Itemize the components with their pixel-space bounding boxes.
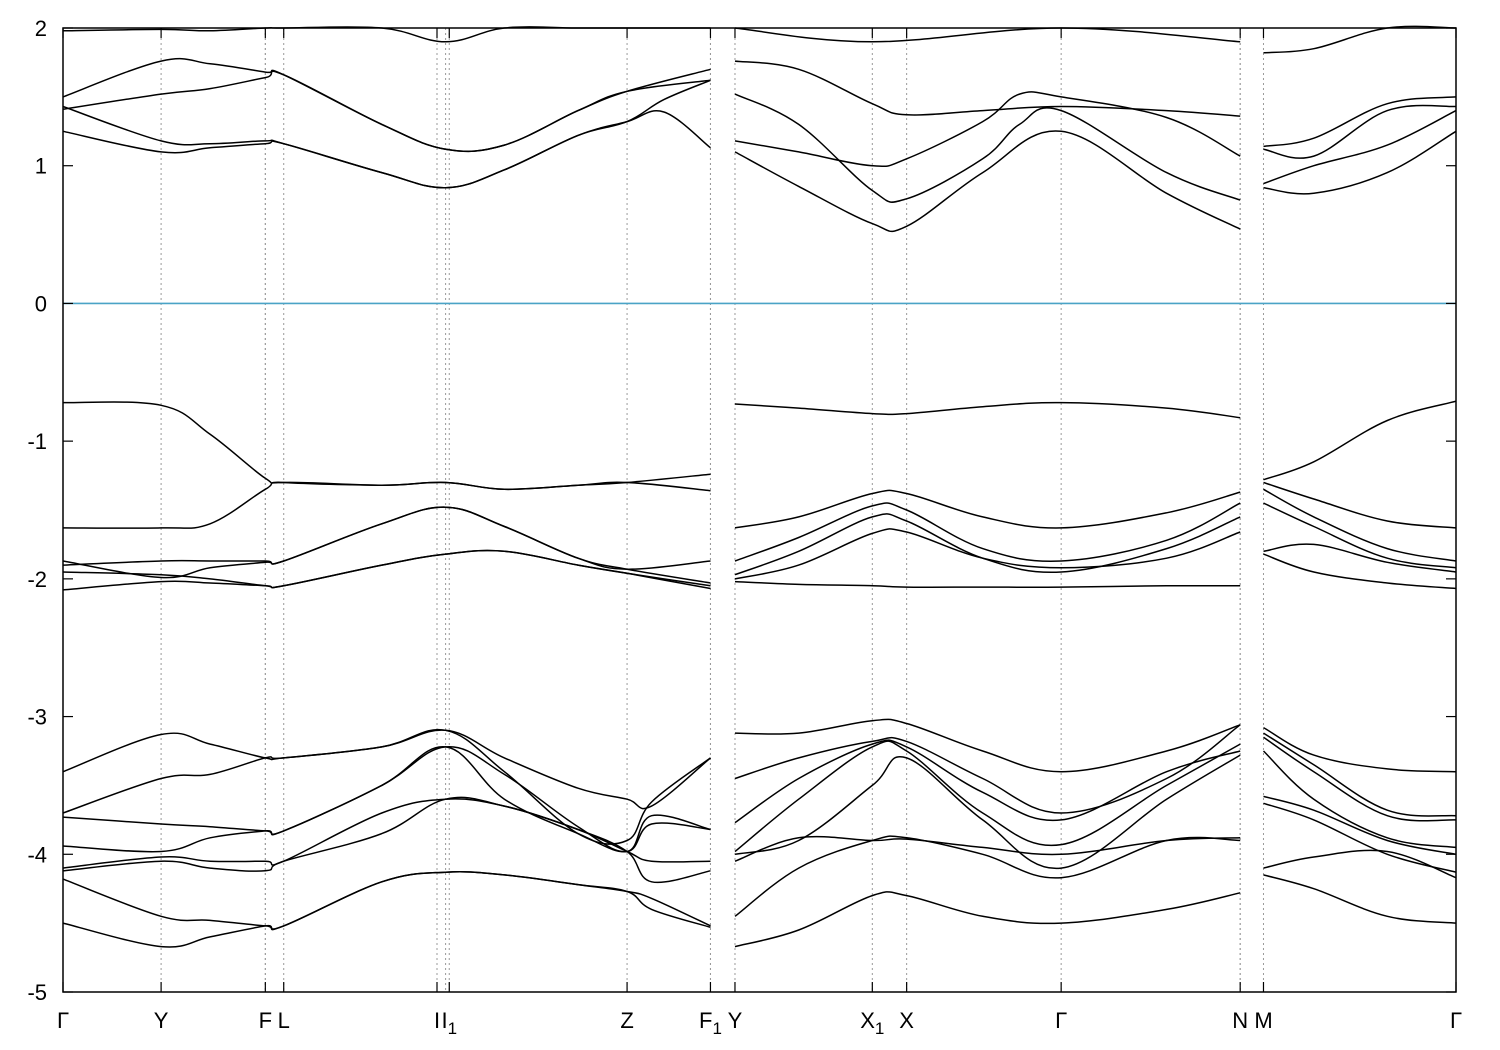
band-line [734, 718, 1241, 773]
band-line [62, 728, 711, 845]
band-line [734, 27, 1241, 43]
band-line [1263, 400, 1457, 481]
grid-layer [160, 28, 1264, 992]
x-ticks-layer: Γ Y F L I I1 Z F1 Y X1 X Γ N M Γ [57, 28, 1462, 1038]
band-line [734, 502, 1241, 562]
band-line [1263, 795, 1457, 856]
band-line [734, 528, 1241, 580]
band-line [62, 746, 711, 853]
y-ticks-layer: -5 -4 -3 -2 -1 0 1 2 [27, 16, 1456, 1005]
y-tick-label: -5 [27, 980, 47, 1005]
band-line [734, 60, 1241, 117]
y-tick-label: -3 [27, 705, 47, 730]
band-line [1263, 96, 1457, 148]
band-line [734, 91, 1241, 168]
kpoint-label: Y [728, 1008, 743, 1033]
band-line [1263, 488, 1457, 562]
band-line [1263, 732, 1457, 817]
band-line [62, 481, 711, 529]
y-tick-label: 2 [35, 16, 47, 41]
band-line [62, 871, 711, 948]
kpoint-label: Z [620, 1008, 633, 1033]
kpoint-label: I [434, 1008, 440, 1033]
kpoint-label: I1 [441, 1008, 457, 1038]
band-line [1263, 874, 1457, 924]
band-line [62, 70, 711, 153]
band-line [1263, 25, 1457, 54]
band-line [62, 798, 711, 869]
y-tick-label: -1 [27, 429, 47, 454]
band-line [734, 489, 1241, 529]
band-line [734, 835, 1241, 862]
band-line [1263, 553, 1457, 590]
kpoint-label: Γ [1450, 1008, 1462, 1033]
kpoint-label: F [259, 1008, 272, 1033]
band-line [62, 26, 711, 43]
kpoint-label: N [1232, 1008, 1248, 1033]
y-tick-label: -4 [27, 842, 47, 867]
band-line [1263, 104, 1457, 159]
band-line [1263, 502, 1457, 569]
band-line [734, 130, 1241, 233]
band-line [1263, 726, 1457, 773]
band-line [62, 506, 711, 584]
band-line [734, 835, 1241, 917]
band-line [1263, 543, 1457, 573]
kpoint-label: L [278, 1008, 290, 1033]
band-line [1263, 109, 1457, 185]
band-line [62, 57, 711, 153]
band-line [62, 796, 711, 884]
kpoint-label: Γ [57, 1008, 69, 1033]
kpoint-label: X1 [860, 1008, 884, 1038]
plot-frame [62, 27, 1457, 993]
band-line [1262, 750, 1457, 849]
band-line [1263, 849, 1457, 879]
band-line [734, 93, 1241, 203]
band-line [62, 110, 711, 189]
y-tick-label: -2 [27, 567, 47, 592]
band-line [734, 754, 1241, 870]
band-line [1263, 736, 1457, 822]
kpoint-label: Y [154, 1008, 169, 1033]
band-line [1263, 802, 1457, 873]
band-line [734, 739, 1241, 824]
y-tick-label: 0 [35, 291, 47, 316]
kpoint-label: F1 [699, 1008, 722, 1038]
bands-layer [62, 25, 1457, 948]
band-line [734, 891, 1241, 948]
band-line [62, 746, 711, 853]
kpoint-label: Γ [1055, 1008, 1067, 1033]
band-line [734, 513, 1241, 576]
y-tick-label: 1 [35, 154, 47, 179]
band-line [62, 549, 711, 591]
band-line [734, 740, 1241, 853]
band-line [1263, 130, 1457, 195]
band-line [62, 729, 711, 810]
band-line [734, 401, 1241, 419]
axes-layer [62, 27, 1457, 993]
band-line [734, 580, 1241, 588]
band-line [734, 724, 1241, 814]
kpoint-label: X [899, 1008, 914, 1033]
band-line [1263, 481, 1457, 529]
kpoint-label: M [1254, 1008, 1272, 1033]
separator-layer [264, 28, 1241, 992]
band-line [62, 401, 711, 491]
